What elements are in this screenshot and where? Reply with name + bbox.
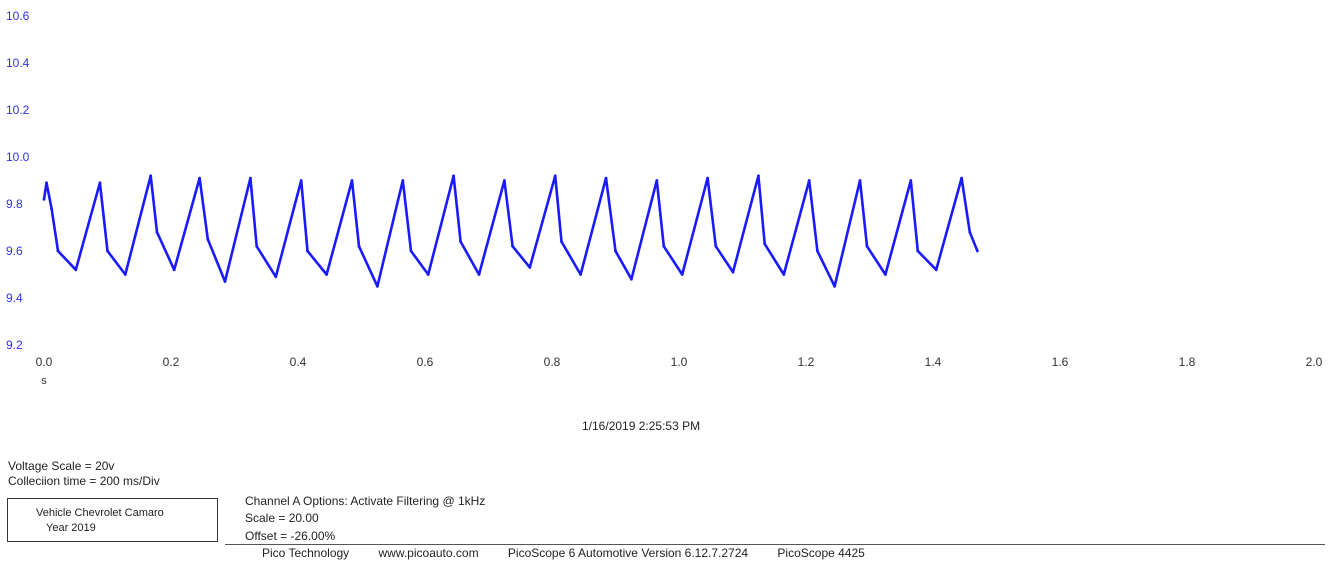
vehicle-label: Vehicle Chevrolet Camaro <box>36 507 164 519</box>
waveform-point <box>452 174 455 178</box>
waveform-point <box>655 179 659 182</box>
waveform-point <box>714 244 718 248</box>
y-tick-label: 9.2 <box>6 338 23 352</box>
y-tick-label: 9.4 <box>6 291 23 305</box>
waveform-point <box>960 176 963 180</box>
y-tick-label: 9.6 <box>6 244 23 258</box>
waveform-point <box>401 179 405 182</box>
y-axis-ticks: 10.6 10.4 10.2 10.0 9.8 9.6 9.4 9.2 <box>6 9 30 352</box>
waveform-point <box>223 280 227 283</box>
waveform-point <box>477 273 481 276</box>
y-tick-label: 10.0 <box>6 150 30 164</box>
waveform-point <box>528 266 532 269</box>
waveform-point <box>50 207 53 211</box>
footer-version: PicoScope 6 Automotive Version 6.12.7.27… <box>507 546 749 560</box>
waveform-point <box>123 273 127 276</box>
waveform-point <box>42 197 46 201</box>
waveform-point <box>916 249 920 253</box>
footer-website: www.picoauto.com <box>378 546 479 560</box>
waveform-point <box>579 273 582 276</box>
waveform-point <box>172 268 176 272</box>
x-axis-ticks: 0.0 0.2 0.4 0.6 0.8 1.0 1.2 1.4 1.6 1.8 2.0 <box>36 355 1323 369</box>
waveform-point <box>426 273 430 276</box>
y-tick-label: 10.4 <box>6 56 30 70</box>
waveform-point <box>909 179 913 182</box>
waveform-point <box>206 237 210 241</box>
waveform-point <box>155 230 159 234</box>
waveform-point <box>680 273 684 276</box>
waveform-point <box>976 249 979 253</box>
waveform-point <box>757 174 760 178</box>
x-tick-label: 0.2 <box>163 355 180 369</box>
waveform-point <box>198 176 202 180</box>
waveform-point <box>553 174 557 178</box>
waveform-point <box>249 176 252 180</box>
waveform-point <box>706 176 709 180</box>
waveform-point <box>325 273 328 276</box>
waveform-point <box>884 273 887 276</box>
waveform-point <box>662 244 666 248</box>
footer-device: PicoScope 4425 <box>777 546 865 560</box>
waveform-point <box>306 249 309 253</box>
waveform-point <box>45 181 48 185</box>
waveform-point <box>968 230 972 234</box>
waveform-point <box>833 284 836 288</box>
x-tick-label: 0.0 <box>36 355 53 369</box>
footer-company: Pico Technology <box>262 546 350 560</box>
x-tick-label: 1.6 <box>1052 355 1069 369</box>
x-tick-label: 1.2 <box>798 355 815 369</box>
channel-scale-note: Scale = 20.00 <box>245 511 319 525</box>
channel-options-note: Channel A Options: Activate Filtering @ … <box>245 494 486 508</box>
x-tick-label: 2.0 <box>1306 355 1323 369</box>
waveform-point <box>255 244 259 248</box>
collection-time-note: Colleciion time = 200 ms/Div <box>8 474 160 488</box>
waveform-point <box>858 179 862 182</box>
waveform-point <box>560 240 563 244</box>
x-tick-label: 0.6 <box>417 355 434 369</box>
waveform-point <box>503 179 506 182</box>
y-tick-label: 10.2 <box>6 103 30 117</box>
waveform-point <box>763 242 767 246</box>
channel-offset-note: Offset = -26.00% <box>245 529 336 543</box>
waveform-point <box>376 284 379 288</box>
waveform-point <box>630 277 633 281</box>
y-tick-label: 10.6 <box>6 9 30 23</box>
waveform-point <box>350 179 354 182</box>
x-tick-label: 1.0 <box>671 355 688 369</box>
waveform-point <box>604 176 608 180</box>
x-tick-label: 0.4 <box>290 355 307 369</box>
waveform-point <box>614 249 617 253</box>
waveform-point <box>934 268 938 272</box>
waveform-point <box>409 249 413 253</box>
x-tick-label: 1.4 <box>925 355 942 369</box>
waveform-point <box>816 249 819 253</box>
waveform-point <box>149 174 153 178</box>
waveform-point <box>731 270 735 274</box>
waveform-point <box>807 179 811 182</box>
x-tick-label: 1.8 <box>1179 355 1196 369</box>
waveform-point <box>106 249 109 253</box>
waveform-point <box>299 179 303 182</box>
footer-divider <box>225 544 1325 545</box>
year-label: Year 2019 <box>46 522 96 534</box>
waveform-point <box>274 275 278 279</box>
x-axis-unit-label: s <box>41 375 47 387</box>
x-tick-label: 0.8 <box>544 355 561 369</box>
waveform-point <box>459 240 462 244</box>
capture-timestamp: 1/16/2019 2:25:53 PM <box>582 419 701 433</box>
waveform-point <box>357 244 361 248</box>
waveform-point <box>98 181 102 185</box>
waveform-point <box>74 268 78 272</box>
waveform-point <box>865 244 869 248</box>
voltage-scale-note: Voltage Scale = 20v <box>8 459 115 473</box>
footer-bar: Pico Technology www.picoauto.com PicoSco… <box>262 546 891 560</box>
y-tick-label: 9.8 <box>6 197 23 211</box>
waveform-point <box>511 244 514 248</box>
waveform-point <box>56 249 60 253</box>
vehicle-info-box: Vehicle Chevrolet Camaro Year 2019 <box>7 498 218 542</box>
waveform-point <box>782 273 786 276</box>
series-group <box>42 174 979 288</box>
waveform-chart: 10.610.410.210.09.89.69.49.2 0.0 0.2 0.4 0.… <box>6 9 1323 387</box>
voltage-waveform-line <box>42 174 979 288</box>
